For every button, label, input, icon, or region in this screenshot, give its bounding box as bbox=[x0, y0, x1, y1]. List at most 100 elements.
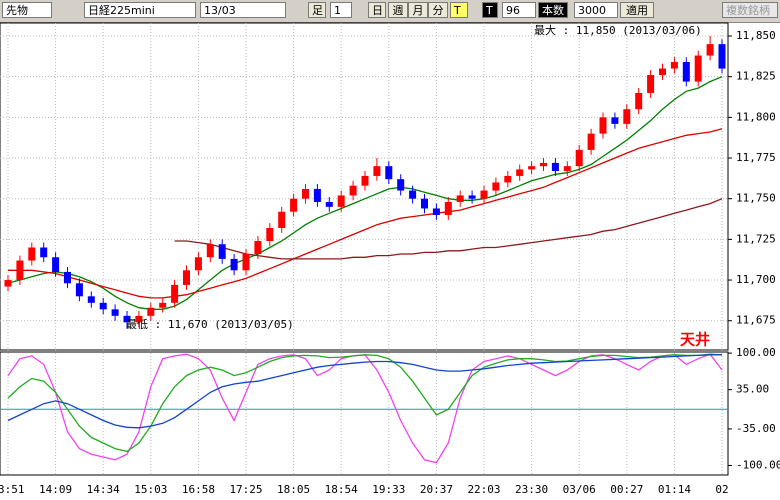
toolbar-item[interactable]: 足 bbox=[308, 2, 326, 18]
candle-body bbox=[28, 247, 36, 261]
candle-body bbox=[171, 284, 179, 303]
candle-body bbox=[385, 166, 393, 180]
y-tick-label: -100.00 bbox=[736, 458, 780, 471]
candle-body bbox=[421, 198, 428, 209]
candle-body bbox=[123, 315, 131, 323]
candle-body bbox=[528, 166, 536, 170]
x-tick-label: 20:37 bbox=[420, 483, 453, 496]
min-annotation: 最低 : 11,670 (2013/03/05) bbox=[126, 318, 294, 331]
toolbar-item[interactable]: 月 bbox=[408, 2, 428, 18]
candle-body bbox=[480, 190, 488, 199]
candle-body bbox=[266, 227, 274, 241]
series-line bbox=[7, 353, 723, 453]
candle-body bbox=[456, 195, 464, 202]
toolbar-item[interactable]: 3000 bbox=[574, 2, 618, 18]
panel bbox=[0, 22, 729, 351]
toolbar-item[interactable]: 96 bbox=[502, 2, 536, 18]
candle-body bbox=[623, 109, 631, 124]
toolbar-item[interactable]: 1 bbox=[330, 2, 352, 18]
y-tick-label: 11,675 bbox=[736, 314, 776, 327]
toolbar-item[interactable]: 週 bbox=[388, 2, 408, 18]
toolbar-item[interactable]: 複数銘柄 bbox=[722, 2, 778, 18]
candle-body bbox=[409, 190, 417, 199]
candle-body bbox=[302, 188, 309, 199]
toolbar: 先物 日経225mini 13/03 足 1 日週月分 T T 96 本数 3000 適用 複数銘柄 bbox=[0, 0, 780, 23]
toolbar-item[interactable]: T bbox=[482, 2, 498, 18]
x-tick-label: 15:03 bbox=[134, 483, 167, 496]
candle-body bbox=[718, 44, 726, 69]
series-line bbox=[7, 76, 723, 310]
candle-body bbox=[540, 162, 547, 167]
candle-body bbox=[611, 117, 619, 124]
candle-body bbox=[87, 296, 95, 303]
candle-body bbox=[587, 133, 595, 150]
x-tick-label: 01:14 bbox=[658, 483, 691, 496]
candle-body bbox=[563, 166, 571, 172]
candle-body bbox=[397, 179, 405, 191]
toolbar-item[interactable]: 日 bbox=[368, 2, 386, 18]
y-tick-label: 11,775 bbox=[736, 151, 776, 164]
x-tick-label: 17:25 bbox=[229, 483, 262, 496]
candle-body bbox=[706, 44, 714, 56]
candle-body bbox=[254, 241, 262, 255]
candle-body bbox=[16, 260, 24, 281]
toolbar-item[interactable]: 適用 bbox=[620, 2, 654, 18]
y-tick-label: 11,700 bbox=[736, 273, 776, 286]
y-tick-label: 11,750 bbox=[736, 192, 776, 205]
panel bbox=[0, 351, 729, 476]
x-tick-label: 00:27 bbox=[610, 483, 643, 496]
candle-body bbox=[194, 257, 202, 271]
x-tick-label: 22:03 bbox=[467, 483, 500, 496]
candle-body bbox=[4, 280, 12, 287]
toolbar-item[interactable]: 13/03 bbox=[200, 2, 286, 18]
series-line bbox=[174, 198, 723, 260]
y-tick-label: 11,725 bbox=[736, 232, 776, 245]
series-line bbox=[8, 128, 723, 299]
candle-body bbox=[159, 302, 167, 308]
y-tick-label: 100.00 bbox=[736, 346, 776, 359]
candle-body bbox=[147, 307, 155, 316]
candle-body bbox=[242, 254, 250, 271]
candle-body bbox=[659, 68, 666, 76]
max-annotation: 最大 : 11,850 (2013/03/06) bbox=[534, 23, 702, 37]
candle-body bbox=[99, 302, 107, 310]
candle-body bbox=[278, 211, 286, 228]
candle-body bbox=[551, 162, 559, 172]
candle-body bbox=[349, 185, 357, 196]
candle-body bbox=[694, 55, 702, 82]
toolbar-item[interactable]: 日経225mini bbox=[84, 2, 196, 18]
x-tick-label: 19:33 bbox=[372, 483, 405, 496]
candle-body bbox=[575, 149, 583, 167]
candle-body bbox=[647, 75, 655, 93]
x-tick-label: 14:09 bbox=[39, 483, 72, 496]
y-tick-label: 11,800 bbox=[736, 110, 776, 123]
toolbar-item[interactable]: 本数 bbox=[538, 2, 568, 18]
toolbar-item[interactable]: 分 bbox=[428, 2, 448, 18]
toolbar-item[interactable]: T bbox=[450, 2, 468, 18]
x-tick-label: 03/06 bbox=[563, 483, 596, 496]
y-tick-label: -35.00 bbox=[736, 422, 776, 435]
candle-body bbox=[361, 175, 369, 186]
candle-body bbox=[468, 195, 476, 199]
candle-body bbox=[218, 244, 226, 259]
candle-body bbox=[635, 92, 643, 110]
candle-body bbox=[230, 258, 238, 271]
candle-body bbox=[432, 208, 440, 215]
x-tick-label: 02 bbox=[715, 483, 728, 496]
candle-body bbox=[64, 271, 71, 284]
candle-body bbox=[670, 62, 678, 69]
candle-body bbox=[52, 257, 60, 272]
y-tick-label: 11,850 bbox=[736, 29, 776, 42]
x-tick-label: 14:34 bbox=[87, 483, 120, 496]
x-tick-label: 13:51 bbox=[0, 483, 25, 496]
candle-body bbox=[444, 201, 452, 215]
toolbar-item[interactable]: 先物 bbox=[2, 2, 52, 18]
candle-body bbox=[183, 270, 190, 285]
x-tick-label: 18:54 bbox=[325, 483, 358, 496]
candle-body bbox=[290, 198, 298, 212]
candle-body bbox=[75, 283, 83, 297]
candle-body bbox=[682, 62, 690, 82]
y-tick-label: 11,825 bbox=[736, 70, 776, 83]
